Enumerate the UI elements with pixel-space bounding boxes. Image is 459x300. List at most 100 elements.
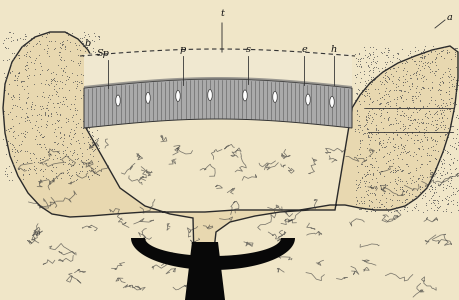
Point <box>31 57 39 62</box>
Point <box>357 180 364 185</box>
Point <box>449 160 457 164</box>
Point <box>393 107 401 112</box>
Point <box>16 71 23 76</box>
Point <box>437 156 444 161</box>
Point <box>436 87 443 92</box>
Point <box>356 57 363 62</box>
Point <box>397 58 404 63</box>
Point <box>423 161 431 166</box>
Point <box>84 62 91 67</box>
Point <box>11 95 18 100</box>
Point <box>453 131 459 136</box>
Point <box>409 94 416 99</box>
Point <box>394 145 402 150</box>
Point <box>374 164 381 169</box>
Point <box>14 78 21 83</box>
Point <box>58 72 66 77</box>
Point <box>30 151 37 156</box>
Point <box>413 70 420 74</box>
Point <box>39 34 46 38</box>
Point <box>365 116 373 121</box>
Point <box>395 164 403 169</box>
Point <box>407 53 414 58</box>
Point <box>399 188 407 193</box>
Point <box>36 61 44 66</box>
Point <box>430 170 437 175</box>
Point <box>436 81 443 86</box>
Point <box>410 117 418 122</box>
Point <box>431 190 438 195</box>
Point <box>83 66 90 71</box>
Point <box>420 46 428 51</box>
Point <box>71 132 78 136</box>
Point <box>371 191 379 196</box>
Point <box>437 110 444 115</box>
Point <box>375 73 382 78</box>
Point <box>76 48 84 53</box>
Point <box>436 92 443 96</box>
Point <box>26 151 34 156</box>
Point <box>408 83 415 88</box>
Point <box>58 102 66 106</box>
Point <box>385 46 392 50</box>
Point <box>82 53 90 58</box>
Point <box>450 108 457 112</box>
Point <box>22 51 29 56</box>
Point <box>386 123 393 128</box>
Point <box>437 164 444 169</box>
Point <box>386 169 393 174</box>
Point <box>367 135 375 140</box>
Point <box>8 142 15 146</box>
Point <box>415 63 423 68</box>
Point <box>434 125 441 130</box>
Point <box>16 167 23 172</box>
Point <box>440 112 448 117</box>
Point <box>409 120 416 125</box>
Point <box>79 41 86 46</box>
Point <box>96 62 103 67</box>
Point <box>384 75 392 80</box>
Point <box>375 106 382 111</box>
Point <box>429 123 437 128</box>
Point <box>393 152 400 157</box>
Point <box>420 132 427 137</box>
Point <box>66 166 73 171</box>
Point <box>361 173 369 178</box>
Point <box>399 80 407 85</box>
Point <box>367 82 375 86</box>
Point <box>59 39 66 44</box>
Point <box>381 67 389 72</box>
Point <box>439 72 446 76</box>
Point <box>385 47 392 52</box>
Point <box>69 71 76 76</box>
Point <box>17 147 24 152</box>
Point <box>392 176 399 181</box>
Point <box>443 103 451 107</box>
Point <box>433 174 441 179</box>
Point <box>72 138 79 143</box>
Point <box>412 165 420 170</box>
Point <box>68 114 76 119</box>
Point <box>446 69 453 74</box>
Point <box>423 135 430 140</box>
Point <box>353 153 360 158</box>
Point <box>389 59 396 64</box>
Point <box>53 110 60 115</box>
Point <box>71 106 78 111</box>
Point <box>62 152 70 157</box>
Point <box>78 164 85 169</box>
Point <box>9 38 17 43</box>
Point <box>452 186 459 190</box>
Point <box>418 195 425 200</box>
Point <box>36 158 44 162</box>
Point <box>373 53 381 58</box>
Point <box>422 191 429 196</box>
Point <box>412 117 419 122</box>
Point <box>6 57 13 62</box>
Point <box>45 113 52 118</box>
Point <box>7 169 15 174</box>
Point <box>26 167 34 172</box>
Point <box>62 147 69 152</box>
Point <box>66 40 73 45</box>
Point <box>59 41 67 46</box>
